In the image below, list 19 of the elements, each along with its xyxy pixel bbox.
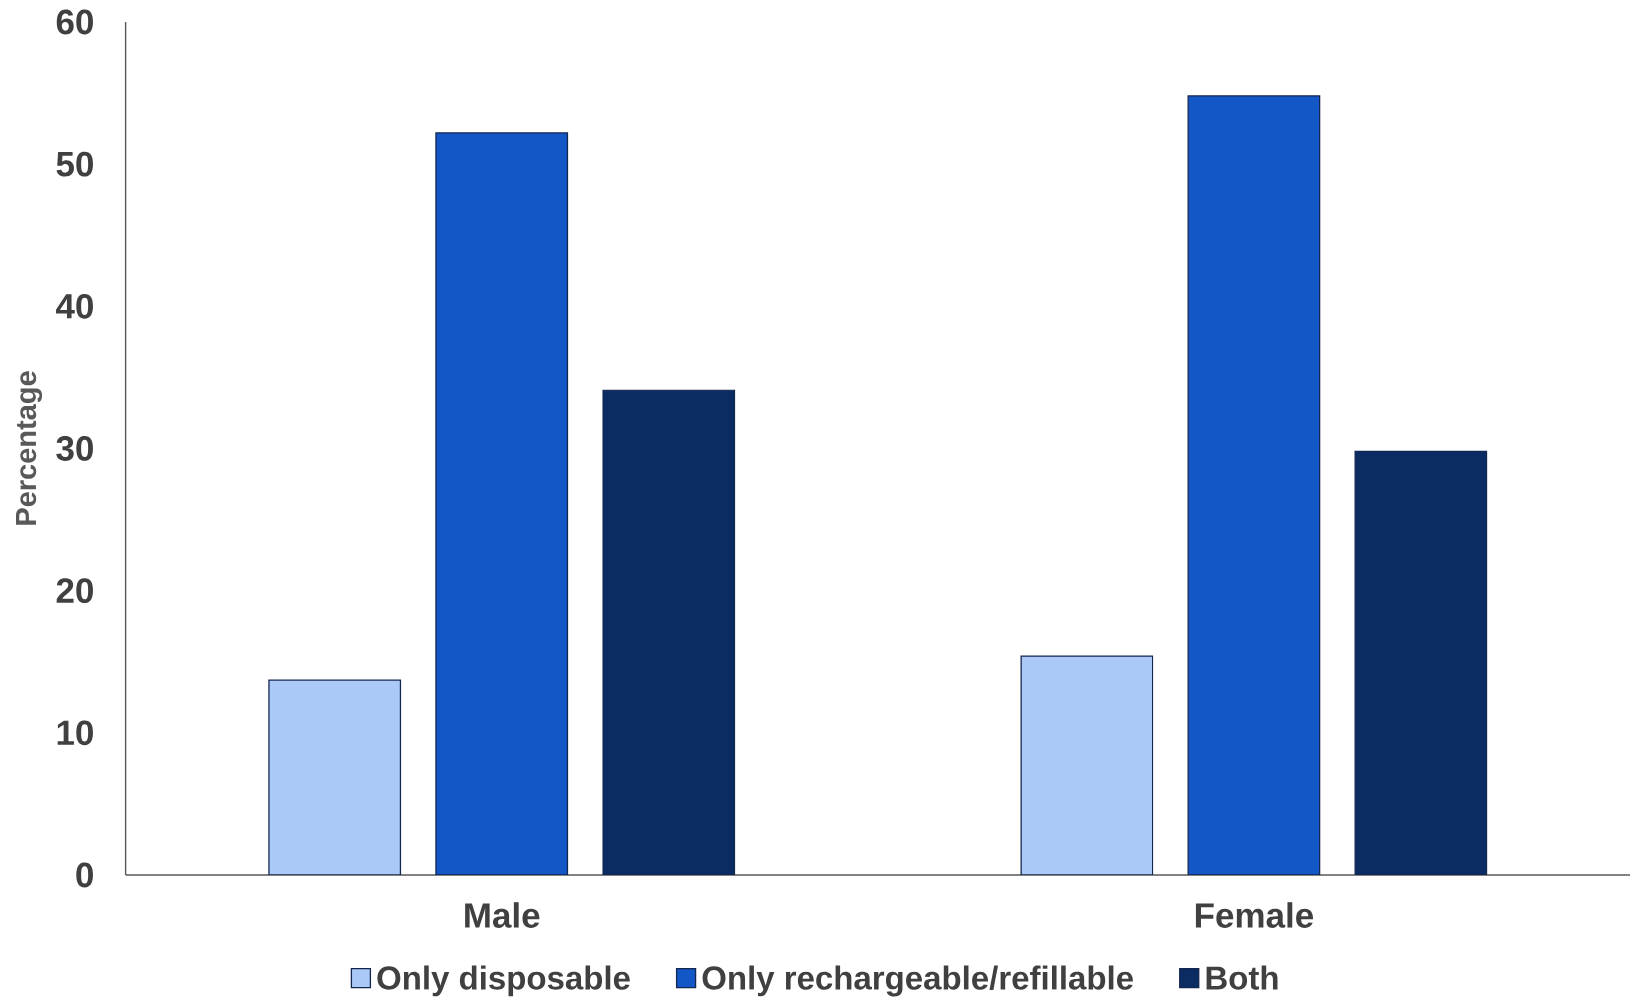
y-tick-label: 40 — [56, 293, 93, 319]
y-tick-label: 0 — [76, 862, 93, 888]
x-tick-label: Male — [465, 902, 540, 928]
bar — [268, 679, 402, 875]
y-tick-label: 60 — [56, 9, 93, 35]
legend-label: Only rechargeable/refillable — [702, 965, 1133, 997]
bar — [1354, 450, 1488, 875]
y-axis-title: Percentage — [15, 371, 43, 525]
y-tick-label: 50 — [56, 151, 93, 177]
y-tick-label: 30 — [56, 436, 93, 461]
bar — [602, 389, 736, 875]
bar — [435, 132, 569, 875]
legend-label: Only disposable — [377, 965, 630, 997]
y-tick-label: 10 — [57, 720, 93, 746]
legend-label: Both — [1206, 965, 1278, 990]
x-tick-label: Female — [1195, 902, 1314, 928]
bar — [1020, 655, 1154, 875]
bar — [1187, 95, 1321, 875]
y-tick-label: 20 — [56, 578, 93, 604]
